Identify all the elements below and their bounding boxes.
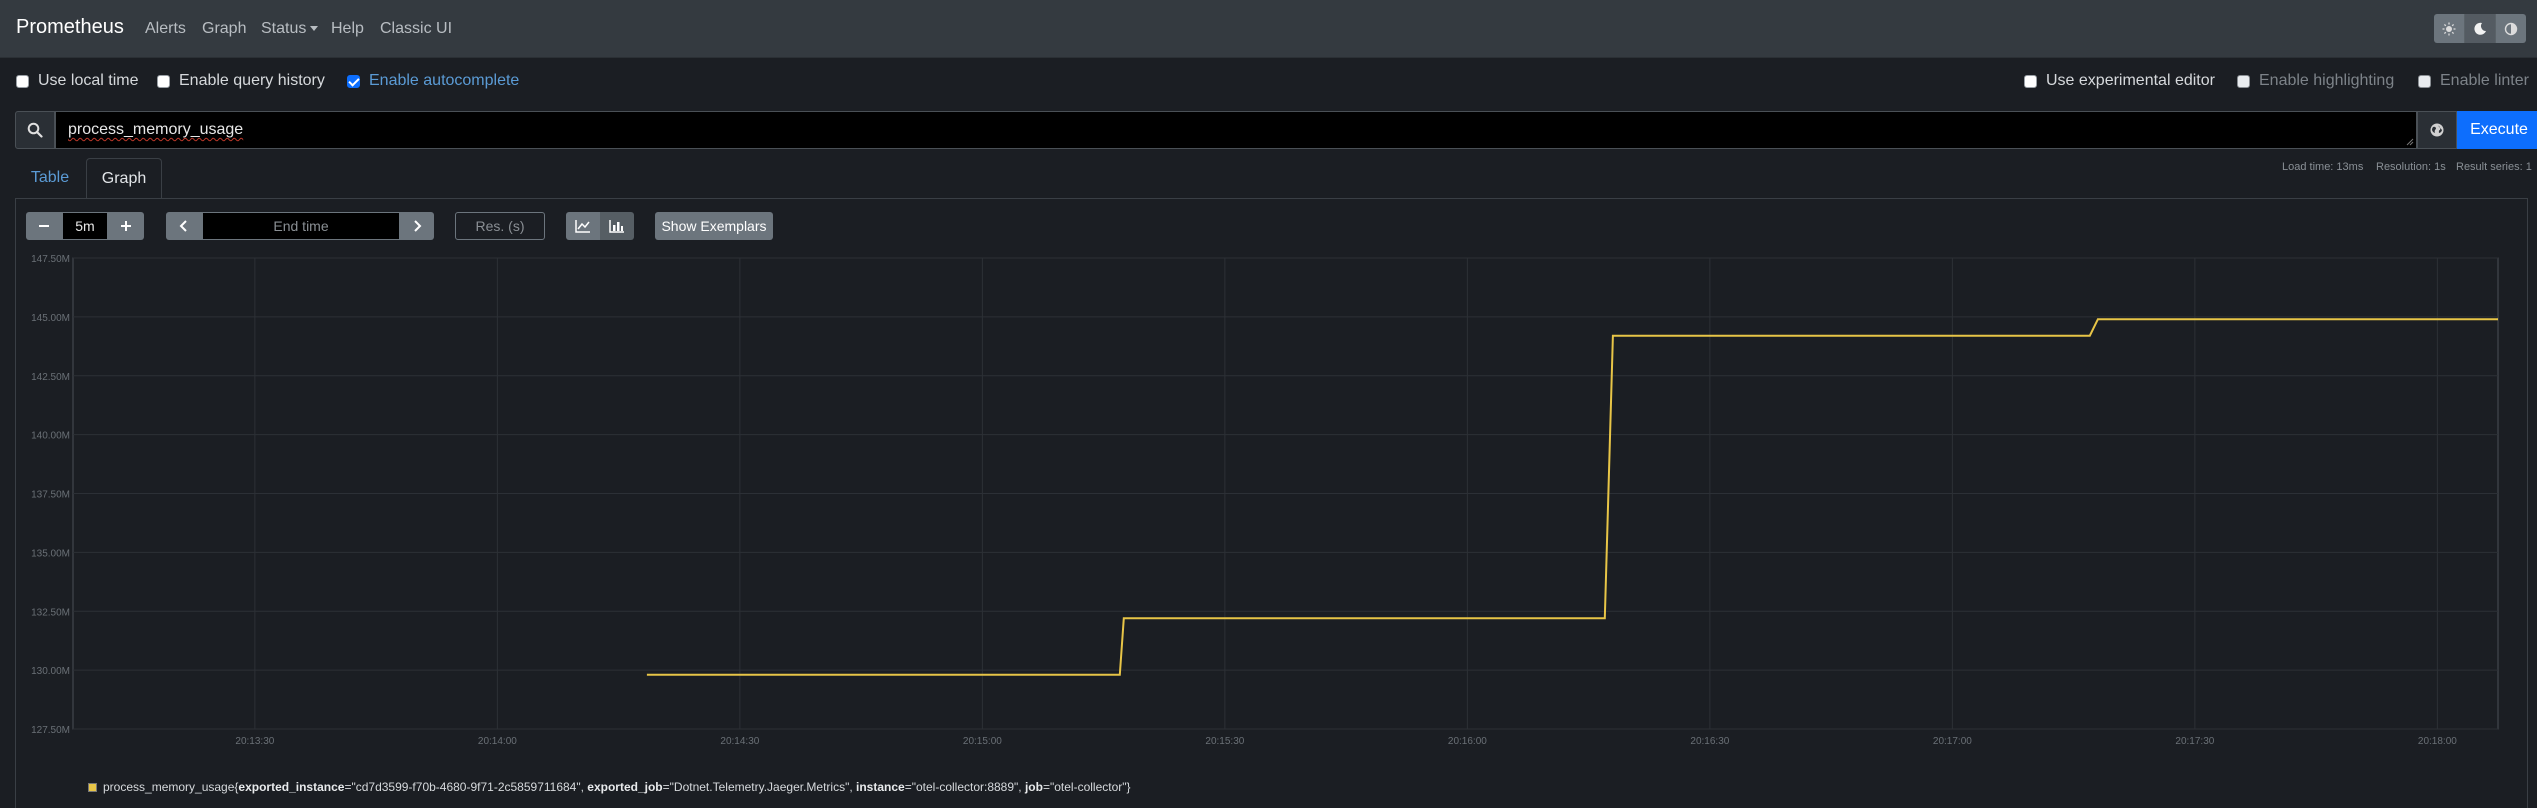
nav-help[interactable]: Help [331,20,364,37]
chevron-left-icon [179,220,187,232]
y-tick-label: 135.00M [31,548,70,559]
dark-theme-icon[interactable] [2465,14,2496,43]
x-tick-label: 20:14:00 [478,736,517,747]
option-label: Enable highlighting [2259,72,2395,89]
end-time-back-button[interactable] [166,212,202,240]
option-label: Use experimental editor [2046,72,2215,89]
graph-panel [15,198,2528,808]
globe-icon [2430,123,2444,137]
y-tick-label: 145.00M [31,313,70,324]
tab-table[interactable]: Table [30,169,70,186]
option-use-local-time[interactable]: Use local time [16,72,138,90]
option-label: Use local time [38,72,139,89]
enable-highlighting-checkbox[interactable] [2237,74,2250,88]
legend-label-key: instance [856,780,905,794]
option-use-experimental-editor[interactable]: Use experimental editor [2024,72,2215,90]
unstacked-chart-button[interactable] [566,212,600,240]
stacked-chart-button[interactable] [600,212,634,240]
execute-button[interactable]: Execute [2457,111,2537,149]
x-tick-label: 20:18:00 [2418,736,2457,747]
result-series-stat: Result series: 1 [2456,161,2532,173]
chevron-down-icon [310,26,319,32]
legend-label-text: ="otel-collector:8889", [904,780,1025,794]
minus-icon [39,225,49,227]
x-tick-label: 20:15:00 [963,736,1002,747]
legend-label-key: exported_instance [238,780,345,794]
y-tick-label: 147.50M [31,254,70,265]
expression-input[interactable]: process_memory_usage [55,111,2417,149]
legend-series-label[interactable]: process_memory_usage{exported_instance="… [103,780,1131,794]
series-line [646,318,2498,676]
search-icon [15,111,55,149]
option-enable-highlighting[interactable]: Enable highlighting [2237,72,2394,90]
resolution-stat: Resolution: 1s [2376,161,2446,173]
option-label: Enable linter [2440,72,2529,89]
legend: process_memory_usage{exported_instance="… [88,780,1131,794]
load-time-stat: Load time: 13ms [2282,161,2364,173]
nav-alerts[interactable]: Alerts [145,20,186,37]
y-tick-label: 132.50M [31,607,70,618]
x-tick-label: 20:17:00 [1933,736,1972,747]
resize-handle-icon[interactable] [2406,138,2414,146]
legend-swatch[interactable] [88,782,97,792]
auto-theme-icon[interactable] [2496,14,2526,43]
range-input[interactable]: 5m [62,212,108,240]
option-label: Enable autocomplete [369,72,520,89]
increase-range-button[interactable] [108,212,144,240]
option-enable-linter[interactable]: Enable linter [2418,72,2529,90]
legend-label-text: ="otel-collector"} [1042,780,1131,794]
enable-autocomplete-checkbox[interactable] [347,74,360,88]
y-tick-label: 127.50M [31,725,70,736]
y-tick-label: 140.00M [31,431,70,442]
option-label: Enable query history [179,72,325,89]
legend-label-text: ="Dotnet.Telemetry.Jaeger.Metrics", [662,780,857,794]
end-time-input[interactable]: End time [202,212,400,240]
x-tick-label: 20:17:30 [2175,736,2214,747]
plus-icon [121,221,131,231]
option-enable-query-history[interactable]: Enable query history [157,72,325,90]
chevron-right-icon [414,220,422,232]
option-enable-autocomplete[interactable]: Enable autocomplete [347,72,519,90]
x-tick-label: 20:13:30 [235,736,274,747]
nav-status-label: Status [261,20,307,37]
y-tick-label: 137.50M [31,490,70,501]
y-tick-label: 130.00M [31,666,70,677]
use-local-time-checkbox[interactable] [16,74,29,88]
x-tick-label: 20:16:00 [1448,736,1487,747]
y-tick-label: 142.50M [31,372,70,383]
x-tick-label: 20:15:30 [1205,736,1244,747]
expression-text: process_memory_usage [68,121,244,138]
nav-classic-ui[interactable]: Classic UI [380,20,453,37]
show-exemplars-button[interactable]: Show Exemplars [655,212,773,240]
line-chart-icon [575,220,590,233]
enable-query-history-checkbox[interactable] [157,74,170,88]
resolution-input[interactable]: Res. (s) [455,212,545,240]
top-navbar: Prometheus Alerts Graph Status Help Clas… [0,0,2537,58]
legend-label-text: process_memory_usage{ [103,780,239,794]
light-theme-icon[interactable] [2434,14,2465,43]
x-tick-label: 20:14:30 [720,736,759,747]
legend-label-key: job [1024,780,1043,794]
enable-linter-checkbox[interactable] [2418,74,2431,88]
legend-label-text: ="cd7d3599-f70b-4680-9f71-2c5859711684", [344,780,588,794]
metrics-explorer-button[interactable] [2417,111,2457,149]
legend-label-key: exported_job [587,780,663,794]
nav-status[interactable]: Status [261,20,319,38]
decrease-range-button[interactable] [26,212,62,240]
expression-input-group: process_memory_usage Execute [15,111,2537,149]
x-tick-label: 20:16:30 [1690,736,1729,747]
theme-toggle-group [2434,14,2526,43]
brand-logo[interactable]: Prometheus [16,16,124,38]
nav-graph[interactable]: Graph [202,20,247,37]
end-time-forward-button[interactable] [400,212,434,240]
area-chart-icon [609,220,624,233]
tab-graph[interactable]: Graph [86,158,162,198]
use-experimental-editor-checkbox[interactable] [2024,74,2037,88]
